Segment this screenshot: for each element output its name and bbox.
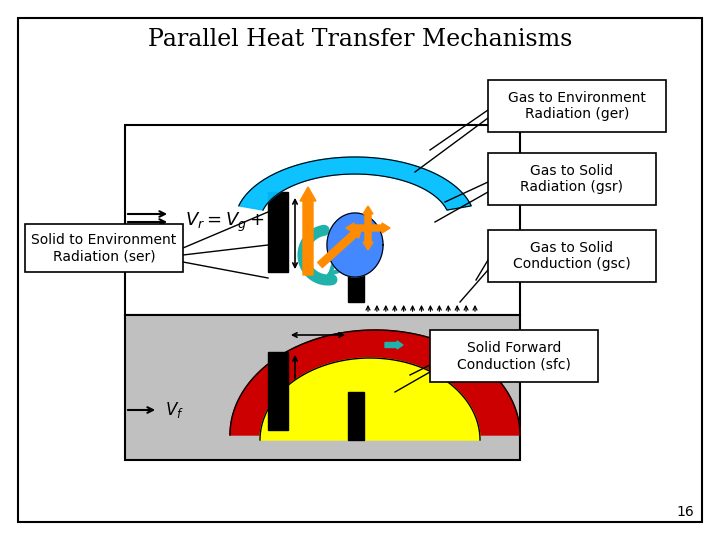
Bar: [125, 125, 520, 315]
Text: Gas to Solid
Radiation (gsr): Gas to Solid Radiation (gsr): [521, 164, 624, 194]
Text: Gas to Solid
Conduction (gsc): Gas to Solid Conduction (gsc): [513, 241, 631, 271]
Polygon shape: [327, 213, 383, 277]
FancyArrow shape: [363, 228, 373, 250]
FancyArrow shape: [300, 187, 316, 275]
Bar: [430, 330, 598, 382]
Text: 16: 16: [676, 505, 694, 519]
Text: Solid to Environment
Radiation (ser): Solid to Environment Radiation (ser): [32, 233, 176, 263]
Bar: [268, 192, 288, 272]
FancyArrow shape: [346, 223, 368, 233]
Bar: [348, 254, 364, 302]
Polygon shape: [230, 330, 520, 435]
Text: $V_f$: $V_f$: [165, 400, 184, 420]
Bar: [348, 392, 364, 440]
Bar: [25, 224, 183, 272]
Text: Gas to Environment
Radiation (ger): Gas to Environment Radiation (ger): [508, 91, 646, 121]
Text: $V_r = V_g + V_f$: $V_r = V_g + V_f$: [185, 211, 288, 234]
FancyArrow shape: [318, 227, 362, 268]
Polygon shape: [239, 157, 471, 210]
Bar: [488, 153, 656, 205]
FancyArrow shape: [363, 206, 373, 228]
Bar: [125, 315, 520, 460]
FancyArrow shape: [368, 223, 390, 233]
Text: Solid Forward
Conduction (sfc): Solid Forward Conduction (sfc): [457, 341, 571, 371]
Bar: [488, 80, 666, 132]
Bar: [268, 352, 288, 430]
FancyArrow shape: [385, 341, 403, 349]
Polygon shape: [260, 358, 480, 440]
Text: Parallel Heat Transfer Mechanisms: Parallel Heat Transfer Mechanisms: [148, 29, 572, 51]
Bar: [488, 230, 656, 282]
